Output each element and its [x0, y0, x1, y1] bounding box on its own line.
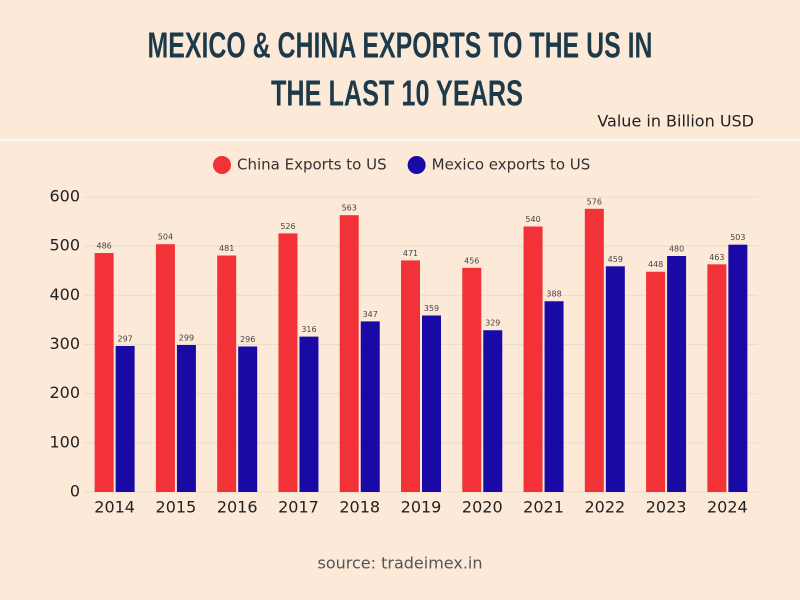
- x-tick-label: 2023: [646, 498, 687, 517]
- data-label: 347: [363, 310, 378, 319]
- data-label: 540: [525, 215, 540, 224]
- x-tick-label: 2016: [217, 498, 258, 517]
- bar: [299, 336, 319, 492]
- data-label: 296: [240, 335, 255, 344]
- bar: [339, 215, 359, 493]
- legend-label: Mexico exports to US: [432, 156, 591, 174]
- bar: [483, 330, 503, 492]
- data-label: 563: [342, 204, 357, 213]
- data-label: 481: [219, 244, 234, 253]
- data-label: 480: [669, 245, 684, 254]
- data-label: 299: [179, 333, 194, 342]
- bar: [667, 256, 687, 492]
- legend-label: China Exports to US: [237, 156, 387, 174]
- x-tick-label: 2022: [584, 498, 625, 517]
- legend-marker: [213, 156, 231, 174]
- data-label: 463: [709, 253, 724, 262]
- bar: [278, 233, 298, 492]
- data-label: 504: [158, 233, 173, 242]
- y-tick-label: 500: [49, 236, 80, 255]
- bar: [605, 266, 625, 492]
- y-tick-label: 100: [49, 432, 80, 451]
- y-tick-label: 400: [49, 285, 80, 304]
- x-tick-label: 2017: [278, 498, 319, 517]
- chart-title: MEXICO & CHINA EXPORTS TO THE US IN: [148, 25, 653, 66]
- data-label: 456: [464, 256, 479, 265]
- x-tick-label: 2014: [94, 498, 135, 517]
- x-tick-label: 2018: [339, 498, 380, 517]
- bar: [646, 271, 666, 492]
- data-label: 329: [485, 319, 500, 328]
- bar: [523, 226, 543, 492]
- data-label: 486: [96, 242, 111, 251]
- chart-title: THE LAST 10 YEARS: [271, 73, 523, 114]
- y-tick-label: 300: [49, 334, 80, 353]
- data-label: 459: [608, 255, 623, 264]
- bar: [94, 253, 114, 492]
- bar: [707, 264, 727, 492]
- bar: [728, 244, 748, 492]
- bar: [115, 345, 135, 492]
- y-tick-label: 600: [49, 187, 80, 206]
- data-label: 359: [424, 304, 439, 313]
- bar: [462, 267, 482, 492]
- y-tick-label: 200: [49, 383, 80, 402]
- bar: [217, 255, 237, 492]
- x-tick-label: 2021: [523, 498, 564, 517]
- data-label: 448: [648, 260, 663, 269]
- bar: [360, 321, 380, 492]
- data-label: 526: [280, 222, 295, 231]
- data-label: 297: [117, 334, 132, 343]
- bar: [544, 301, 564, 492]
- chart-subtitle: Value in Billion USD: [597, 112, 754, 131]
- bar: [401, 260, 420, 492]
- x-tick-label: 2020: [462, 498, 503, 517]
- legend-marker: [407, 156, 426, 174]
- x-tick-label: 2015: [156, 498, 197, 517]
- data-label: 471: [403, 249, 418, 258]
- data-label: 316: [301, 325, 316, 334]
- source: source: tradeimex.in: [318, 554, 483, 573]
- bar: [176, 344, 196, 492]
- y-tick-label: 0: [70, 482, 80, 501]
- data-label: 576: [587, 197, 602, 206]
- data-label: 503: [730, 233, 745, 242]
- bar: [584, 208, 604, 493]
- x-tick-label: 2019: [401, 498, 442, 517]
- data-label: 388: [546, 290, 561, 299]
- bar: [422, 315, 441, 492]
- bar: [155, 244, 175, 492]
- x-tick-label: 2024: [707, 498, 748, 517]
- bar: [238, 346, 258, 492]
